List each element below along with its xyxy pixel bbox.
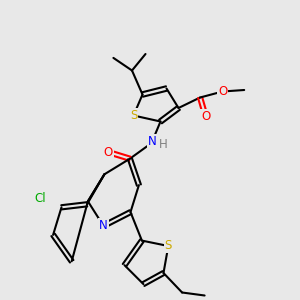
Text: N: N [99,219,108,232]
Text: H: H [158,138,167,151]
Text: O: O [201,110,210,123]
Text: Cl: Cl [34,192,46,206]
Text: O: O [218,85,227,98]
Text: S: S [130,109,137,122]
Text: O: O [104,146,113,159]
Text: N: N [148,135,157,148]
Text: S: S [165,239,172,253]
